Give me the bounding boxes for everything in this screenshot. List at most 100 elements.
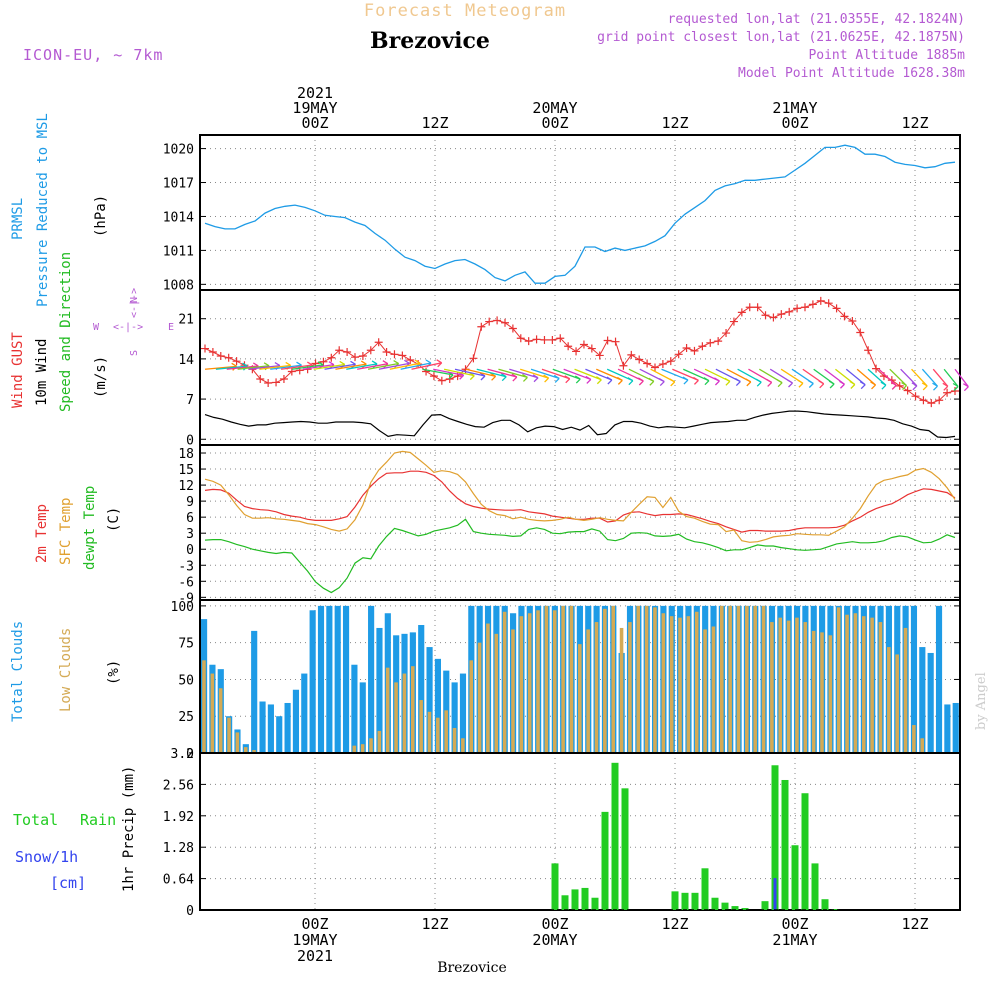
low-cloud-bar [419, 700, 423, 753]
wind-arrow [932, 368, 949, 387]
top-time-label: 00Z [301, 114, 328, 132]
gust-marker [524, 337, 533, 346]
total-cloud-bar [259, 701, 266, 753]
gust-marker [208, 348, 217, 356]
cloud-labels: Total Clouds Low Clouds (%) [10, 621, 122, 722]
rain-bar [741, 908, 749, 910]
wind-arrow-head [776, 379, 783, 388]
gust-marker [714, 337, 723, 346]
top-time-label: 12Z [901, 114, 928, 132]
wind-arrow-head [564, 375, 571, 384]
wind-arrow [921, 368, 938, 387]
gust-marker [824, 299, 833, 308]
gust-marker [358, 352, 367, 361]
rain-bar [621, 788, 629, 910]
gust-marker [477, 322, 486, 331]
sfc-temp-label: SFC Temp [58, 498, 74, 565]
low-cloud-bar [745, 605, 749, 753]
low-cloud-bar [628, 622, 632, 753]
cloud-unit: (%) [106, 660, 122, 685]
total-label: Total [13, 811, 58, 829]
low-cloud-bar [569, 605, 574, 753]
wind-labels: Wind GUST 10m Wind Speed and Direction (… [10, 252, 174, 412]
low-cloud-bar [603, 608, 607, 753]
wind-arrow [422, 368, 454, 376]
wind-arrow [270, 364, 302, 370]
low-cloud-bar [494, 633, 499, 753]
low-cloud-bar [477, 642, 482, 753]
gust-marker [658, 360, 667, 369]
low-cloud-bar [461, 738, 465, 753]
top-time-label: 12Z [421, 114, 448, 132]
wind-arrow-head [553, 374, 560, 383]
panel-frame [199, 752, 961, 911]
gust-marker [808, 300, 817, 309]
wind-arrow-head [818, 380, 825, 389]
low-cloud-bar [636, 605, 641, 753]
low-cloud-bar [644, 605, 649, 753]
top-time-label: 19MAY [292, 99, 337, 117]
gust-marker [485, 317, 494, 326]
gust-marker [287, 367, 296, 376]
low-cloud-bar [385, 667, 390, 753]
rain-bar [691, 892, 699, 910]
gust-marker [674, 350, 683, 359]
gust-marker [651, 363, 659, 372]
y-tick-label: 15 [178, 463, 194, 478]
panels: 10081011101410171020071421-9-6-303691215… [163, 134, 969, 919]
top-time-label: 00Z [541, 114, 568, 132]
pressure-line [204, 144, 956, 284]
rain-bar [811, 863, 819, 910]
gust-marker [201, 344, 209, 353]
wind-arrow [281, 364, 313, 370]
wind-arrow [465, 368, 496, 377]
low-cloud-bar [511, 629, 515, 753]
total-clouds-label: Total Clouds [10, 621, 26, 722]
low-cloud-bar [536, 610, 540, 753]
y-tick-label: 0 [186, 433, 194, 448]
panel-frame [199, 134, 961, 291]
low-cloud-bar [828, 635, 833, 753]
y-tick-label: 100 [171, 600, 194, 615]
rain-bar [781, 779, 789, 910]
wind-arrow-head [859, 381, 866, 390]
wind-arrow [335, 363, 367, 370]
wind-arrow-head [627, 377, 634, 386]
total-cloud-bar [342, 605, 350, 753]
total-cloud-bar [426, 647, 433, 753]
low-cloud-bar [669, 616, 674, 753]
gust-marker [564, 342, 573, 351]
total-cloud-bar [434, 658, 441, 753]
gust-marker [587, 344, 596, 353]
y-tick-label: 50 [178, 673, 194, 688]
gust-marker [911, 392, 920, 401]
gust-marker [872, 364, 881, 373]
y-tick-label: 12 [178, 479, 194, 494]
y-tick-label: 1.28 [163, 841, 194, 856]
svg-text:<-|->: <-|-> [113, 322, 143, 333]
wind-arrow-head [932, 382, 938, 391]
bottom-time-label: 00Z [541, 915, 568, 933]
gust-marker [374, 338, 383, 347]
wind-arrow [443, 368, 475, 377]
gust-marker [785, 307, 794, 316]
y-tick-label: -3 [178, 559, 194, 574]
gust-marker [493, 316, 502, 325]
top-time-label: 00Z [781, 114, 808, 132]
wind-arrow-head [637, 377, 644, 386]
gust-marker [216, 352, 225, 361]
station-title: Brezovice [370, 28, 490, 54]
wind-arrow [291, 364, 324, 370]
wind-arrow-head [766, 378, 773, 387]
low-cloud-bar [552, 610, 557, 753]
rain-bar [581, 887, 589, 910]
rain-bar [591, 897, 599, 910]
total-cloud-bar [267, 704, 274, 753]
y-tick-label: 25 [178, 710, 194, 725]
wind-arrow-head [890, 381, 897, 390]
wind-arrow-head [963, 383, 969, 392]
snow-bar [773, 878, 777, 910]
wind-arrow [889, 368, 907, 387]
